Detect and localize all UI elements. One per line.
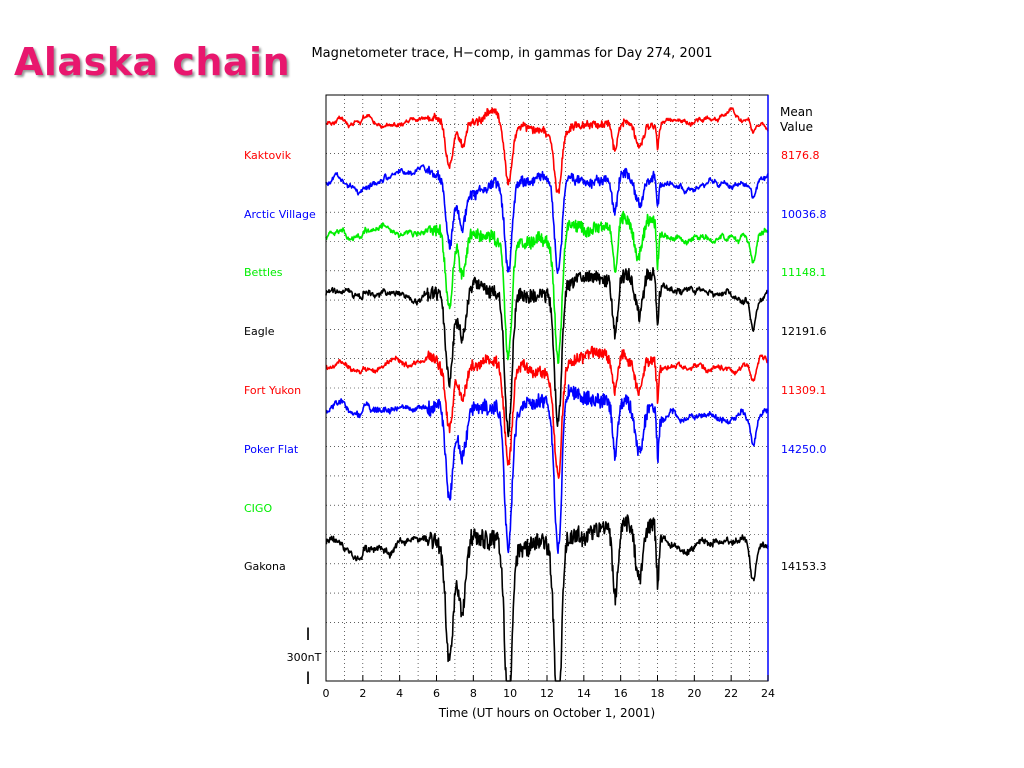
- trace-line: [325, 267, 769, 438]
- station-label: Bettles: [244, 266, 283, 279]
- station-label: CIGO: [244, 502, 272, 515]
- x-tick-label: 18: [651, 687, 665, 700]
- scale-bar-top: I: [305, 625, 310, 645]
- mean-value: 10036.8: [781, 208, 827, 221]
- x-axis-label: Time (UT hours on October 1, 2001): [438, 706, 655, 720]
- mean-value: 14250.0: [781, 443, 827, 456]
- x-tick-label: 14: [577, 687, 591, 700]
- trace-line: [325, 345, 769, 479]
- x-tick-label: 22: [724, 687, 738, 700]
- x-tick-label: 6: [433, 687, 440, 700]
- x-axis: 0 2 4 6 8 10 12 14 16 18 20 22 24: [323, 675, 775, 700]
- chart-title: Magnetometer trace, H−comp, in gammas fo…: [311, 46, 712, 61]
- trace-line: [325, 164, 769, 274]
- grid: [326, 95, 768, 681]
- x-tick-label: 10: [503, 687, 517, 700]
- mean-value: 12191.6: [781, 325, 827, 338]
- trace-line: [325, 514, 769, 682]
- mean-value: 11309.1: [781, 384, 827, 397]
- mean-header-line1: Mean: [780, 105, 813, 119]
- x-tick-label: 0: [323, 687, 330, 700]
- trace-line: [325, 384, 769, 554]
- x-tick-label: 16: [614, 687, 628, 700]
- mean-value: 8176.8: [781, 149, 820, 162]
- traces: [325, 107, 769, 682]
- x-tick-label: 4: [396, 687, 403, 700]
- station-label: Arctic Village: [244, 208, 316, 221]
- station-label: Gakona: [244, 560, 286, 573]
- scale-bar-bottom: I: [305, 669, 310, 689]
- slide-title: Alaska chain: [14, 40, 291, 84]
- trace-line: [325, 210, 769, 364]
- x-tick-label: 2: [359, 687, 366, 700]
- station-label: Poker Flat: [244, 443, 299, 456]
- trace-line: [325, 107, 769, 194]
- station-labels: Kaktovik Arctic Village Bettles Eagle Fort Y…: [244, 149, 316, 573]
- x-tick-label: 8: [470, 687, 477, 700]
- station-label: Kaktovik: [244, 149, 292, 162]
- mean-header-line2: Value: [780, 120, 813, 134]
- mean-values: 8176.8 10036.8 11148.1 12191.6 11309.1 14250.…: [781, 149, 827, 573]
- station-label: Eagle: [244, 325, 275, 338]
- x-tick-label: 24: [761, 687, 775, 700]
- scale-bar-label: 300nT: [287, 651, 322, 664]
- mean-value: 11148.1: [781, 266, 827, 279]
- x-tick-label: 12: [540, 687, 554, 700]
- station-label: Fort Yukon: [244, 384, 301, 397]
- mean-value: 14153.3: [781, 560, 827, 573]
- x-tick-label: 20: [687, 687, 701, 700]
